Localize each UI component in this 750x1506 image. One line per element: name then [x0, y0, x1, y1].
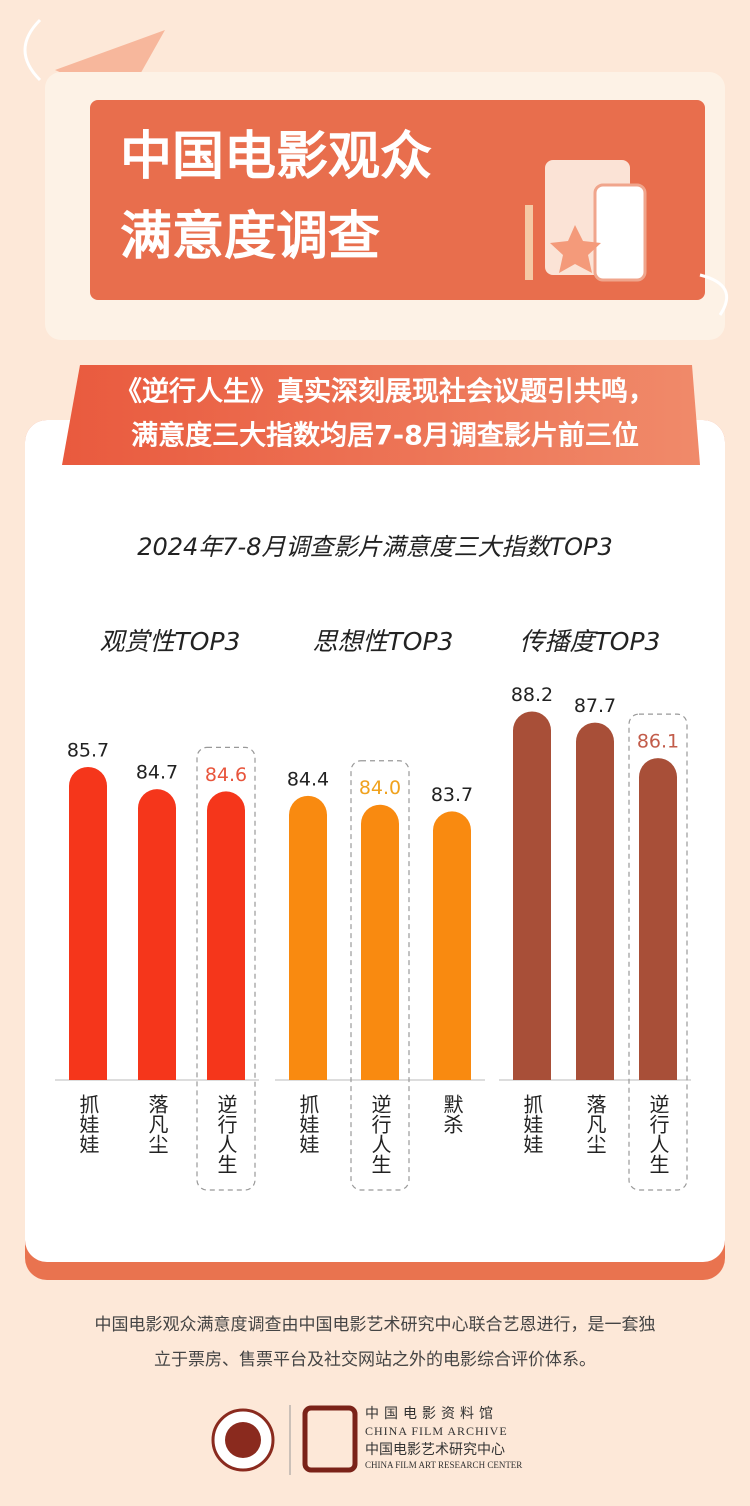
title-line: 中国电影观众 [120, 127, 432, 187]
category-label: 逆行人生 [368, 1094, 392, 1174]
category-label: 抓娃娃 [76, 1094, 100, 1154]
logo [302, 1405, 358, 1473]
phone-icon [593, 183, 647, 282]
highlight-box [628, 713, 688, 1191]
decor [699, 273, 729, 316]
category-label: 落凡尘 [145, 1094, 169, 1154]
group-title: 观赏性TOP3 [100, 627, 241, 656]
category-label: 抓娃娃 [520, 1094, 544, 1154]
category-label: 落凡尘 [583, 1094, 607, 1154]
value-label: 88.2 [511, 684, 553, 706]
subtitle-ribbon [62, 365, 700, 465]
highlight-box [350, 760, 410, 1191]
footnote: 中国电影观众满意度调查由中国电影艺术研究中心联合艺恩进行，是一套独 [95, 1315, 656, 1335]
org-name: 中国电影艺术研究中心 [365, 1442, 505, 1458]
star-icon [550, 225, 601, 273]
bar [289, 795, 327, 1080]
value-label: 86.1 [637, 731, 679, 753]
value-label: 84.4 [287, 768, 329, 790]
org-name: CHINA FILM ART RESEARCH CENTER [365, 1460, 522, 1470]
bar [361, 804, 399, 1080]
bar [69, 766, 107, 1080]
value-label: 84.0 [359, 777, 401, 799]
value-label: 85.7 [67, 739, 109, 761]
value-label: 83.7 [431, 784, 473, 806]
bar [639, 758, 677, 1080]
bar [576, 722, 614, 1080]
bar [513, 711, 551, 1080]
decor [23, 18, 42, 82]
category-label: 逆行人生 [646, 1094, 670, 1174]
value-label: 84.6 [205, 764, 247, 786]
value-label: 87.7 [574, 695, 616, 717]
subtitle-line: 《逆行人生》真实深刻展现社会议题引共鸣， [115, 376, 655, 408]
pencil [525, 205, 533, 280]
figure-title: 2024年7-8月调查影片满意度三大指数TOP3 [137, 533, 613, 561]
value-label: 84.7 [136, 762, 178, 784]
highlight-box [196, 746, 256, 1191]
subtitle-line: 满意度三大指数均居7-8月调查影片前三位 [131, 420, 639, 452]
category-label: 默杀 [440, 1094, 464, 1134]
group-title: 传播度TOP3 [520, 627, 661, 656]
logo [225, 1422, 261, 1458]
paper-plane [55, 30, 165, 110]
bar [433, 811, 471, 1080]
category-label: 逆行人生 [214, 1094, 238, 1174]
group-title: 思想性TOP3 [313, 627, 454, 656]
category-label: 抓娃娃 [296, 1094, 320, 1154]
title-line: 满意度调查 [120, 207, 380, 267]
org-name: 中国电影资料馆 [365, 1406, 498, 1422]
org-name: CHINA FILM ARCHIVE [365, 1424, 508, 1438]
bar [207, 791, 245, 1080]
footnote: 立于票房、售票平台及社交网站之外的电影综合评价体系。 [154, 1350, 596, 1370]
bar [138, 789, 176, 1080]
charts: 观赏性TOP3 85.7 抓娃娃 84.7 落凡尘 84.6 逆行人生 思想性TOP3 84.4… [55, 627, 691, 1191]
